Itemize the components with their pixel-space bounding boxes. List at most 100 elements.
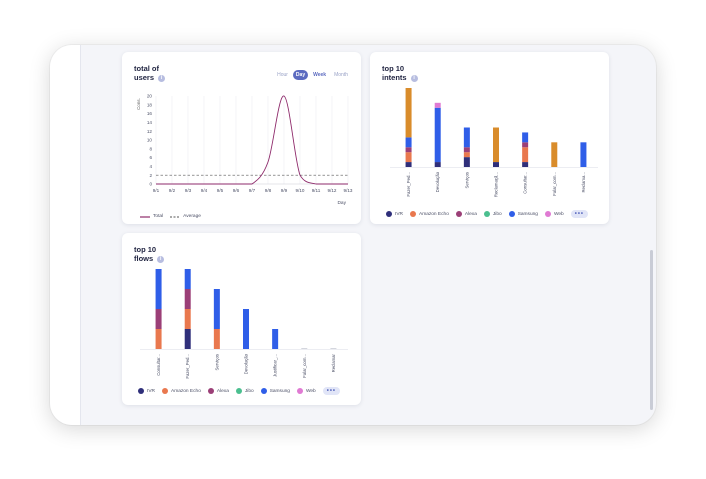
- legend-item[interactable]: Web: [544, 211, 564, 217]
- bar-segment: [301, 348, 308, 349]
- x-tick-label: 9/5: [217, 188, 224, 193]
- legend-more-button[interactable]: •••: [570, 210, 589, 218]
- bar-segment: [405, 147, 412, 153]
- period-tabs: Hour Day Week Month: [274, 70, 351, 80]
- bar-segment: [184, 269, 191, 289]
- legend-item[interactable]: Alexa: [455, 211, 477, 217]
- vertical-scrollbar[interactable]: [650, 250, 653, 410]
- flows-card: top 10 flows i Consultar... Fazer_Ped... Se…: [122, 233, 361, 405]
- legend-dot-icon: [207, 388, 214, 394]
- bar-segment: [463, 157, 470, 167]
- legend-label: IVR: [147, 388, 155, 394]
- bar-segment: [272, 329, 279, 349]
- legend-item[interactable]: Samsung: [260, 388, 290, 394]
- y-tick-label: 4: [149, 164, 152, 169]
- legend-average[interactable]: Average: [170, 214, 201, 219]
- flows-bar-chart: Consultar... Fazer_Ped... Serviços Devoluçã…: [140, 269, 348, 379]
- bar-segment: [155, 329, 162, 349]
- users-card: total of users i Hour Day Week Month Cons…: [122, 52, 361, 224]
- bar-segment: [405, 152, 412, 163]
- flows-card-title: top 10 flows i: [134, 245, 165, 263]
- users-line-chart: Cons. 9/1 9/2 9/3 9/4 9/5 9/6 9/7 9/8 9/9 9/10 9/11…: [136, 94, 353, 206]
- x-tick-label: Falar_com...: [552, 172, 557, 196]
- info-icon[interactable]: i: [410, 74, 418, 82]
- tab-hour[interactable]: Hour: [277, 72, 288, 78]
- tab-month[interactable]: Month: [334, 72, 348, 78]
- x-tick-label: Fazer_Ped...: [185, 354, 190, 379]
- legend-more-button[interactable]: •••: [322, 387, 341, 395]
- x-tick-label: Justificar_...: [273, 354, 278, 377]
- x-tick-label: Serviços: [214, 354, 219, 370]
- legend-average-label: Average: [183, 214, 201, 219]
- x-tick-label: 9/11: [312, 188, 321, 193]
- legend-label: Samsung: [517, 211, 538, 217]
- bar-segment: [522, 132, 529, 143]
- bar-segment: [184, 309, 191, 329]
- tab-week[interactable]: Week: [313, 72, 327, 78]
- y-axis-label: Cons.: [136, 98, 141, 110]
- bar-segment: [405, 162, 412, 167]
- legend-item[interactable]: Alexa: [207, 388, 229, 394]
- bar-segment: [155, 309, 162, 329]
- y-tick-label: 6: [149, 155, 152, 160]
- legend-item[interactable]: Samsung: [508, 211, 538, 217]
- y-tick-label: 20: [147, 94, 153, 99]
- average-line-icon: [170, 216, 181, 217]
- legend-dot-icon: [162, 388, 168, 394]
- legend-label: IVR: [395, 211, 403, 217]
- bar-segment: [434, 162, 441, 167]
- legend-label: Alexa: [216, 388, 229, 394]
- intents-card: top 10 intents i Fazer_Ped... Devolução Ser…: [370, 52, 609, 224]
- legend-item[interactable]: IVR: [386, 211, 403, 217]
- x-tick-label: 9/6: [233, 188, 240, 193]
- bar-segment: [213, 329, 220, 349]
- legend-total-label: Total: [153, 214, 164, 219]
- bar-segment: [493, 127, 499, 163]
- bar-segment: [434, 102, 441, 108]
- bar-segment: [463, 127, 470, 148]
- users-card-title: total of users i: [134, 64, 166, 82]
- legend-dot-icon: [296, 388, 303, 394]
- x-tick-label: Reclama...: [581, 172, 586, 193]
- bar-segment: [184, 289, 191, 309]
- tab-day[interactable]: Day: [292, 70, 309, 80]
- legend-item[interactable]: Web: [296, 388, 316, 394]
- bar-segment: [493, 162, 499, 167]
- legend-dot-icon: [455, 211, 462, 217]
- y-tick-label: 0: [149, 182, 152, 187]
- legend-label: Jibo: [492, 211, 502, 217]
- info-icon[interactable]: i: [158, 74, 166, 82]
- legend-total[interactable]: Total: [140, 214, 163, 219]
- x-tick-label: Devolução: [435, 171, 440, 192]
- legend-dot-icon: [483, 211, 490, 217]
- intents-title-line1: top 10: [382, 64, 405, 73]
- x-tick-label: 9/1: [153, 188, 160, 193]
- legend-dot-icon: [260, 388, 267, 394]
- legend-label: Alexa: [464, 211, 477, 217]
- x-tick-label: Reclamaçã...: [494, 172, 499, 197]
- legend-item[interactable]: Amazon Echo: [410, 211, 449, 217]
- legend-item[interactable]: Jibo: [235, 388, 254, 394]
- x-tick-label: 9/4: [201, 188, 208, 193]
- bar-segment: [434, 107, 441, 163]
- bar-segment: [405, 88, 412, 138]
- x-tick-label: 9/9: [281, 188, 288, 193]
- legend-dot-icon: [508, 211, 515, 217]
- legend-dot-icon: [386, 211, 392, 217]
- bar-segment: [243, 309, 249, 349]
- intents-title-line2: intents: [382, 73, 407, 82]
- bar-segment: [522, 162, 529, 167]
- y-tick-label: 10: [147, 138, 153, 143]
- y-tick-label: 8: [149, 146, 152, 151]
- legend-item[interactable]: Amazon Echo: [162, 388, 201, 394]
- legend-label: Amazon Echo: [171, 388, 201, 394]
- info-icon[interactable]: i: [157, 255, 165, 263]
- legend-item[interactable]: Jibo: [483, 211, 502, 217]
- intents-bar-chart: Fazer_Ped... Devolução Serviços Reclamaçã..…: [390, 88, 598, 197]
- legend-item[interactable]: IVR: [138, 388, 155, 394]
- series-total-line: [156, 95, 348, 185]
- users-title-line1: total of: [134, 64, 159, 73]
- x-tick-label: 9/8: [265, 188, 272, 193]
- bar-segment: [155, 269, 162, 309]
- bar-segment: [551, 142, 558, 167]
